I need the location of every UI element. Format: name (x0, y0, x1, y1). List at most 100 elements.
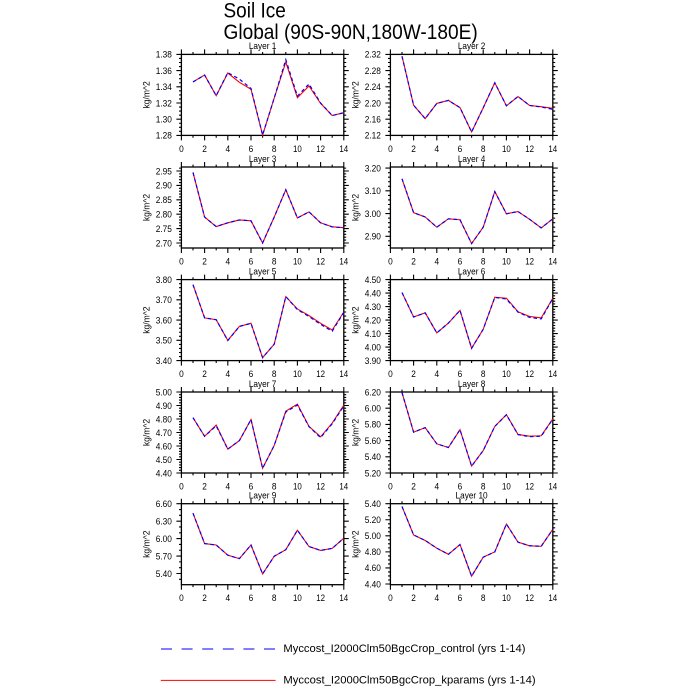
svg-text:kg/m^2: kg/m^2 (141, 306, 151, 333)
svg-text:8: 8 (272, 256, 277, 266)
svg-text:12: 12 (525, 256, 534, 266)
svg-text:10: 10 (293, 481, 302, 491)
svg-text:2: 2 (202, 481, 207, 491)
svg-text:1.32: 1.32 (156, 98, 172, 108)
svg-text:2: 2 (202, 593, 207, 603)
svg-text:6.20: 6.20 (365, 387, 381, 397)
svg-text:4.00: 4.00 (365, 342, 381, 352)
svg-text:4.70: 4.70 (156, 428, 172, 438)
svg-text:4: 4 (225, 481, 230, 491)
svg-text:6.60: 6.60 (156, 499, 172, 509)
svg-text:8: 8 (272, 593, 277, 603)
svg-text:0: 0 (388, 593, 393, 603)
svg-text:kg/m^2: kg/m^2 (350, 419, 360, 446)
svg-text:2: 2 (202, 144, 207, 154)
svg-text:6: 6 (458, 256, 463, 266)
svg-text:3.70: 3.70 (156, 295, 172, 305)
svg-text:12: 12 (525, 144, 534, 154)
svg-text:Layer 7: Layer 7 (249, 379, 277, 389)
svg-text:4.90: 4.90 (156, 401, 172, 411)
svg-text:4.20: 4.20 (365, 315, 381, 325)
svg-text:12: 12 (316, 256, 325, 266)
svg-text:Myccost_I2000Clm50BgcCrop_kpar: Myccost_I2000Clm50BgcCrop_kparams (yrs 1… (283, 675, 535, 687)
svg-text:5.40: 5.40 (365, 499, 381, 509)
svg-text:10: 10 (502, 481, 511, 491)
svg-text:4.50: 4.50 (156, 455, 172, 465)
svg-text:3.20: 3.20 (365, 163, 381, 173)
svg-text:6.00: 6.00 (156, 534, 172, 544)
svg-text:2.16: 2.16 (365, 115, 381, 125)
svg-text:8: 8 (272, 481, 277, 491)
svg-text:2: 2 (411, 144, 416, 154)
svg-text:8: 8 (272, 144, 277, 154)
svg-text:10: 10 (502, 256, 511, 266)
svg-text:0: 0 (388, 256, 393, 266)
svg-text:12: 12 (316, 369, 325, 379)
svg-text:6: 6 (458, 144, 463, 154)
svg-text:6: 6 (249, 144, 254, 154)
svg-text:Layer 4: Layer 4 (458, 154, 486, 164)
svg-text:2.85: 2.85 (156, 195, 172, 205)
svg-text:5.00: 5.00 (156, 387, 172, 397)
svg-text:3.60: 3.60 (156, 315, 172, 325)
svg-text:Layer 9: Layer 9 (249, 491, 277, 501)
svg-text:3.50: 3.50 (156, 336, 172, 346)
svg-text:4.60: 4.60 (365, 563, 381, 573)
svg-text:Layer 6: Layer 6 (458, 266, 486, 276)
svg-text:Soil Ice: Soil Ice (224, 0, 286, 23)
svg-text:Layer 10: Layer 10 (456, 491, 488, 501)
svg-text:6: 6 (249, 369, 254, 379)
svg-text:14: 14 (548, 481, 557, 491)
svg-text:Myccost_I2000Clm50BgcCrop_cont: Myccost_I2000Clm50BgcCrop_control (yrs 1… (283, 643, 525, 655)
svg-text:1.36: 1.36 (156, 66, 172, 76)
svg-text:kg/m^2: kg/m^2 (350, 306, 360, 333)
svg-text:4.10: 4.10 (365, 329, 381, 339)
svg-text:14: 14 (548, 144, 557, 154)
svg-text:Layer 1: Layer 1 (249, 41, 277, 51)
svg-text:2.20: 2.20 (365, 98, 381, 108)
svg-text:2: 2 (411, 369, 416, 379)
svg-text:14: 14 (339, 144, 348, 154)
svg-text:Global (90S-90N,180W-180E): Global (90S-90N,180W-180E) (224, 21, 478, 44)
svg-text:kg/m^2: kg/m^2 (350, 81, 360, 108)
svg-text:4.40: 4.40 (365, 288, 381, 298)
svg-text:5.70: 5.70 (156, 551, 172, 561)
svg-text:4.30: 4.30 (365, 302, 381, 312)
svg-text:1.30: 1.30 (156, 115, 172, 125)
svg-text:2: 2 (411, 481, 416, 491)
svg-text:5.00: 5.00 (365, 531, 381, 541)
svg-text:14: 14 (339, 369, 348, 379)
svg-text:12: 12 (316, 593, 325, 603)
svg-text:kg/m^2: kg/m^2 (141, 194, 151, 221)
svg-text:Layer 2: Layer 2 (458, 41, 486, 51)
svg-text:2.28: 2.28 (365, 66, 381, 76)
svg-text:kg/m^2: kg/m^2 (350, 531, 360, 558)
svg-text:2.95: 2.95 (156, 166, 172, 176)
svg-text:4: 4 (434, 256, 439, 266)
svg-text:10: 10 (502, 144, 511, 154)
svg-text:4.80: 4.80 (365, 547, 381, 557)
svg-text:0: 0 (179, 256, 184, 266)
svg-text:2.90: 2.90 (365, 232, 381, 242)
svg-text:2.75: 2.75 (156, 224, 172, 234)
svg-text:2.12: 2.12 (365, 131, 381, 141)
svg-text:8: 8 (481, 144, 486, 154)
svg-text:3.40: 3.40 (156, 356, 172, 366)
svg-text:6.30: 6.30 (156, 516, 172, 526)
svg-text:1.38: 1.38 (156, 50, 172, 60)
svg-text:14: 14 (339, 256, 348, 266)
svg-text:2.90: 2.90 (156, 181, 172, 191)
svg-text:1.34: 1.34 (156, 82, 172, 92)
svg-text:6: 6 (458, 369, 463, 379)
svg-text:4: 4 (434, 369, 439, 379)
svg-text:4.80: 4.80 (156, 414, 172, 424)
svg-text:2.24: 2.24 (365, 82, 381, 92)
svg-text:0: 0 (388, 481, 393, 491)
svg-text:6: 6 (249, 256, 254, 266)
svg-text:kg/m^2: kg/m^2 (350, 194, 360, 221)
svg-text:5.60: 5.60 (365, 436, 381, 446)
svg-text:4.40: 4.40 (365, 579, 381, 589)
svg-text:4.60: 4.60 (156, 441, 172, 451)
svg-text:2.80: 2.80 (156, 209, 172, 219)
svg-text:12: 12 (525, 481, 534, 491)
